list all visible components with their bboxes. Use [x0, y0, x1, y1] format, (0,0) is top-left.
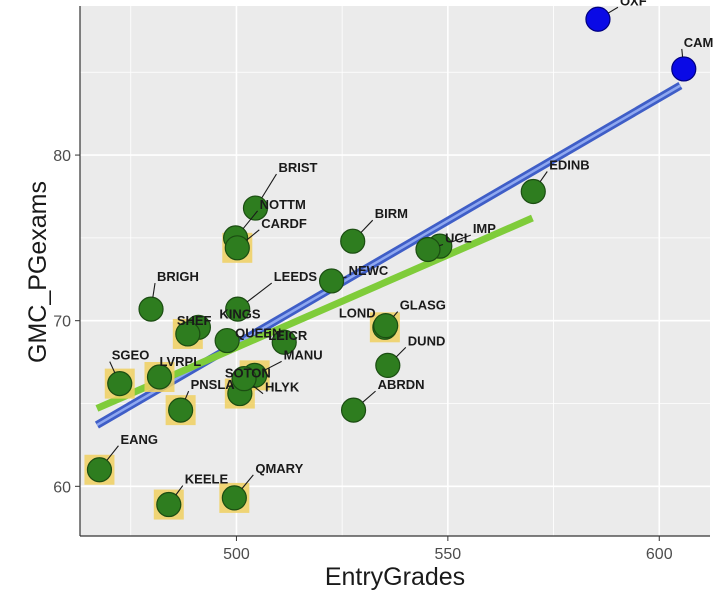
- point-label: SOTON: [225, 366, 271, 381]
- point-label: IMP: [473, 221, 496, 236]
- data-point-ucl: [415, 236, 441, 263]
- point-label: CARDF: [261, 216, 307, 231]
- point-label: BIRM: [375, 206, 408, 221]
- label-leader-line: [246, 229, 260, 241]
- y-tick-label: 70: [53, 314, 71, 331]
- point-label: NEWC: [349, 263, 389, 278]
- label-leader-line: [184, 390, 190, 400]
- data-point-eang: [86, 457, 113, 483]
- label-leader-line: [175, 485, 184, 496]
- label-leader-line: [241, 474, 254, 490]
- data-point-queen: [214, 327, 240, 354]
- y-tick-label: 80: [53, 148, 71, 165]
- point-label: QMARY: [255, 461, 303, 476]
- label-leader-line: [261, 173, 277, 199]
- y-axis-ticks: 60 70 80: [53, 148, 80, 496]
- point-label: MANU: [284, 347, 323, 362]
- point-label: DUND: [408, 333, 446, 348]
- data-point-oxf: [585, 6, 611, 32]
- label-leader-line: [152, 283, 156, 298]
- point-label: HLYK: [265, 380, 300, 395]
- label-leader-line: [439, 243, 444, 247]
- point-label: PNSLA: [191, 377, 236, 392]
- data-point-shef: [175, 321, 201, 347]
- y-axis-title: GMC_PGexams: [24, 181, 52, 363]
- data-point-hlyk: [231, 366, 257, 392]
- point-label: UCL: [445, 230, 472, 245]
- label-leader-line: [360, 219, 374, 233]
- point-label: LEEDS: [274, 269, 318, 284]
- data-points: [86, 6, 697, 518]
- point-label: LOND: [339, 305, 376, 320]
- data-point-brigh: [138, 296, 164, 322]
- label-leader-line: [253, 385, 264, 395]
- label-leader-line: [395, 347, 407, 358]
- point-label: QUEEN: [235, 326, 281, 341]
- label-leader-line: [393, 311, 399, 317]
- data-point-dund: [375, 352, 401, 379]
- point-label: EANG: [120, 432, 158, 447]
- data-point-glasg: [373, 313, 399, 339]
- data-point-edinb: [520, 178, 546, 205]
- point-label: KEELE: [185, 472, 229, 487]
- plot-panel: [80, 6, 710, 536]
- data-point-cam: [671, 56, 697, 82]
- x-axis-title: EntryGrades: [325, 563, 465, 591]
- point-label: KINGS: [219, 306, 261, 321]
- label-leader-line: [109, 361, 116, 373]
- data-point-abrdn: [340, 397, 367, 423]
- label-leader-line: [681, 48, 684, 58]
- data-point-lvrpl: [146, 364, 173, 390]
- point-label: BRIST: [278, 160, 317, 175]
- x-axis-ticks: 500 550 600: [223, 536, 673, 563]
- data-point-keele: [156, 491, 182, 518]
- data-point-birm: [340, 228, 366, 254]
- label-leader-line: [106, 445, 119, 461]
- point-label: GLASG: [400, 298, 446, 313]
- point-label: LEICR: [268, 328, 308, 343]
- label-leader-line: [450, 234, 472, 243]
- data-point-newc: [318, 268, 345, 294]
- point-label: SHEF: [177, 313, 212, 328]
- label-leader-line: [362, 390, 376, 403]
- data-point-sgeo: [107, 371, 133, 397]
- label-leader-line: [343, 276, 347, 279]
- point-label: CAM: [684, 35, 714, 50]
- label-leader-lines: [106, 6, 684, 496]
- label-leader-line: [242, 210, 259, 229]
- point-label: OXF: [620, 0, 647, 8]
- label-leader-line: [246, 282, 273, 303]
- x-tick-label: 500: [223, 546, 250, 563]
- data-point-brist: [242, 195, 269, 221]
- point-label: ABRDN: [378, 377, 425, 392]
- data-point-cardf: [224, 235, 250, 261]
- label-leader-line: [539, 171, 548, 182]
- x-tick-label: 550: [435, 546, 462, 563]
- point-label: NOTTM: [260, 197, 306, 212]
- x-tick-label: 600: [646, 546, 673, 563]
- data-point-leeds: [225, 296, 251, 322]
- label-leader-line: [607, 6, 619, 14]
- label-leader-line: [265, 360, 282, 371]
- data-point-pnsla: [168, 397, 194, 423]
- point-label: LVRPL: [159, 354, 201, 369]
- point-label: SGEO: [112, 348, 150, 363]
- data-point-leicr: [271, 329, 297, 355]
- y-tick-label: 60: [53, 479, 71, 496]
- point-label: BRIGH: [157, 269, 199, 284]
- data-point-qmary: [221, 485, 247, 511]
- point-label: EDINB: [549, 158, 589, 173]
